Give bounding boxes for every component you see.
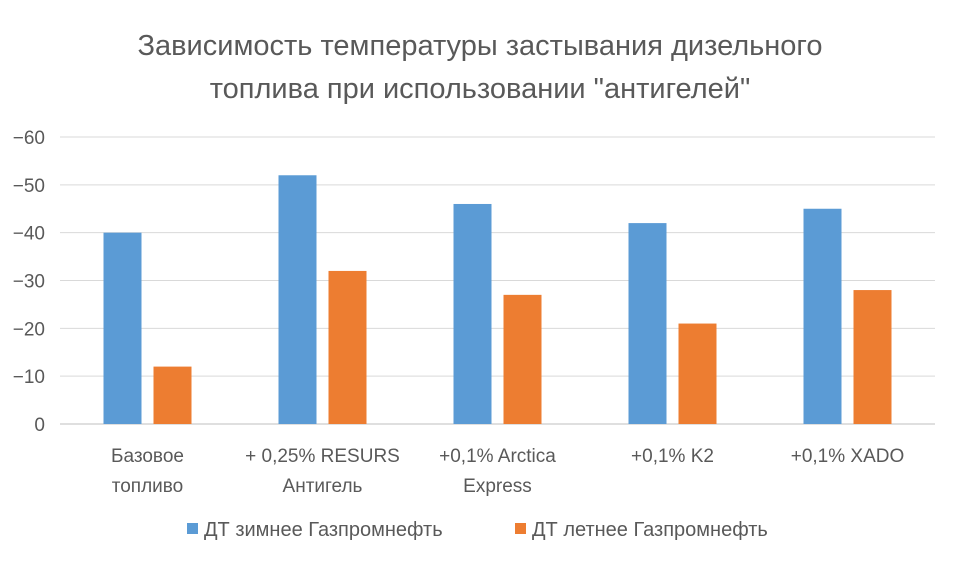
category-label: Антигель [283, 476, 363, 497]
y-tick-label: −40 [13, 224, 45, 245]
category-label: +0,1% XADO [791, 446, 905, 467]
y-tick-label: −30 [13, 272, 45, 293]
legend-label-1: ДТ зимнее Газпромнефть [204, 519, 443, 541]
legend: ДТ зимнее Газпромнефть ДТ летнее Газпромн… [187, 519, 768, 541]
chart-title: Зависимость температуры застывания дизел… [138, 30, 823, 105]
bar-series-1-cat-4 [628, 223, 667, 424]
bar-series-2-cat-4 [678, 323, 717, 424]
bar-series-1-cat-5 [803, 208, 842, 424]
bar-series-1-cat-1 [103, 232, 142, 424]
bar-series-2-cat-3 [503, 294, 542, 424]
category-label: топливо [112, 476, 184, 497]
y-tick-label: −20 [13, 319, 45, 340]
chart-title-line-1: Зависимость температуры застывания дизел… [138, 30, 823, 62]
bar-series-1-cat-2 [278, 175, 317, 424]
y-tick-label: −10 [13, 367, 45, 388]
category-label: +0,1% Arctica [439, 446, 556, 467]
x-axis-categories: Базовое топливо + 0,25% RESURS Антигель +0,1… [111, 446, 904, 497]
category-label: +0,1% K2 [631, 446, 714, 467]
chart-title-line-2: топлива при использовании "антигелей" [210, 73, 751, 105]
y-tick-label: 0 [34, 415, 45, 436]
bar-series-2-cat-2 [328, 270, 367, 424]
y-tick-label: −60 [13, 128, 45, 149]
bars [103, 175, 892, 424]
bar-series-2-cat-5 [853, 290, 892, 424]
legend-swatch-2 [515, 523, 526, 534]
gridlines [60, 136, 935, 425]
category-label: Базовое [111, 446, 184, 467]
category-label: Express [463, 476, 532, 497]
category-label: + 0,25% RESURS [245, 446, 400, 467]
legend-label-2: ДТ летнее Газпромнефть [532, 519, 768, 541]
y-axis-ticks: 0 −10 −20 −30 −40 −50 −60 [13, 128, 45, 436]
bar-series-1-cat-3 [453, 203, 492, 424]
legend-swatch-1 [187, 523, 198, 534]
y-tick-label: −50 [13, 176, 45, 197]
bar-series-2-cat-1 [153, 366, 192, 424]
